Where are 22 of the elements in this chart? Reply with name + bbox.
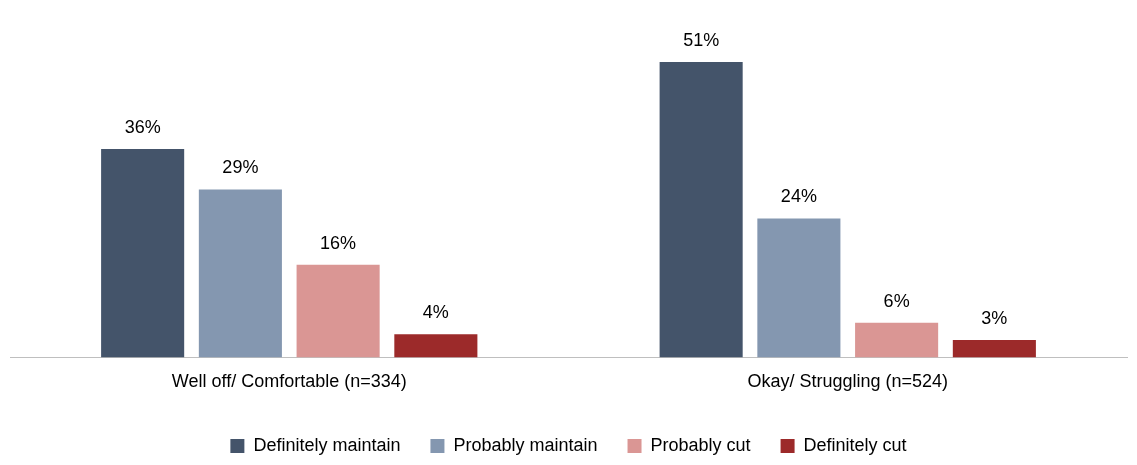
legend-label: Definitely cut	[803, 434, 907, 455]
legend-label: Probably maintain	[453, 434, 598, 455]
legend-label: Definitely maintain	[253, 434, 401, 455]
bar	[101, 148, 185, 358]
data-label: 29%	[222, 157, 259, 178]
bar	[296, 264, 380, 358]
data-label: 4%	[422, 302, 449, 323]
bar	[952, 340, 1036, 358]
legend-label: Probably cut	[650, 434, 751, 455]
bar	[394, 334, 478, 358]
data-label: 6%	[883, 290, 910, 311]
x-tick-label: Okay/ Struggling (n=524)	[747, 371, 949, 392]
data-label: 16%	[320, 232, 357, 253]
bar	[757, 218, 841, 358]
bar	[855, 322, 939, 358]
bar	[198, 189, 282, 358]
data-label: 51%	[683, 30, 720, 51]
data-label: 24%	[780, 186, 817, 207]
data-label: 3%	[981, 308, 1008, 328]
x-tick-label: Well off/ Comfortable (n=334)	[171, 371, 407, 392]
data-label: 36%	[124, 116, 161, 137]
bar	[659, 62, 743, 358]
